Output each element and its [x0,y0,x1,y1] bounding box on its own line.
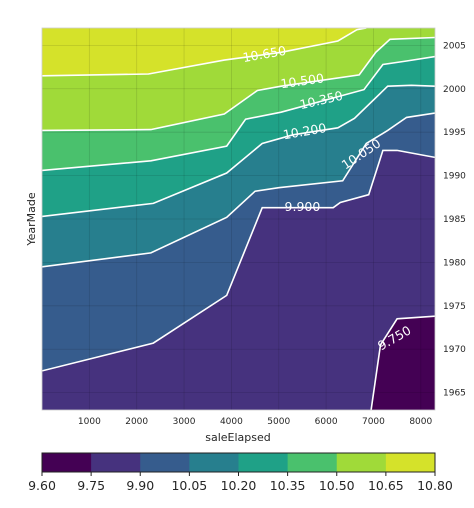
x-tick-label: 4000 [220,417,243,427]
colorbar-swatch [238,453,289,472]
band-9.60-9.75 [371,316,435,410]
y-tick-label: 1970 [443,345,466,355]
y-axis-label: YearMade [25,192,38,247]
colorbar-swatch [140,453,190,472]
y-tick-label: 1975 [443,302,466,312]
x-tick-label: 3000 [173,417,196,427]
colorbar-tick-label: 9.75 [77,478,105,493]
y-tick-label: 1965 [443,389,466,399]
contour-line [42,28,367,77]
colorbar-swatch [336,453,387,472]
plot-frame [41,27,436,411]
x-axis-ticks: 1000 2000 3000 4000 5000 6000 7000 8000 [78,417,433,427]
y-tick-label: 1995 [443,128,466,138]
colorbar-tick-label: 10.05 [171,478,207,493]
colorbar: 9.60 9.75 9.90 10.05 10.20 10.35 10.50 10.65 10.… [28,452,453,493]
colorbar-tick-label: 9.90 [126,478,154,493]
x-tick-label: 8000 [409,417,432,427]
colorbar-tick-label: 10.35 [270,478,306,493]
contour-label: 10.200 [282,120,328,142]
y-tick-label: 2000 [443,85,466,95]
contour-label: 10.500 [280,70,325,91]
contour-line [42,36,435,132]
contour-label: 10.650 [242,43,288,65]
x-tick-label: 6000 [315,417,338,427]
colorbar-tick-label: 9.60 [28,478,56,493]
y-tick-label: 1980 [443,258,466,268]
contour-label: 9.900 [285,199,321,214]
x-tick-label: 7000 [362,417,385,427]
colorbar-tick-label: 10.20 [221,478,257,493]
colorbar-tick-label: 10.50 [319,478,355,493]
colorbar-swatch [189,453,239,472]
contour-fill-bands [42,28,435,410]
contour-lines [42,28,435,410]
band-10.650 [42,28,435,76]
y-tick-label: 1985 [443,215,466,225]
x-tick-label: 5000 [267,417,290,427]
contour-line [370,315,435,410]
colorbar-swatch [42,453,92,472]
x-axis-label: saleElapsed [205,431,271,444]
y-tick-label: 1990 [443,172,466,182]
grid-lines [42,28,435,410]
colorbar-swatch [91,453,141,472]
y-axis-ticks: 1965 1970 1975 1980 1985 1990 1995 2000 2005 [443,41,466,398]
contour-line [42,84,435,218]
y-tick-label: 2005 [443,41,466,51]
x-tick-label: 2000 [125,417,148,427]
contour-line [42,55,435,172]
x-tick-label: 1000 [78,417,101,427]
contour-line [42,112,435,268]
colorbar-tick-label: 10.80 [417,478,453,493]
contour-line [42,149,435,372]
colorbar-swatch [385,453,436,472]
colorbar-tick-label: 10.65 [368,478,404,493]
colorbar-swatch [287,453,338,472]
